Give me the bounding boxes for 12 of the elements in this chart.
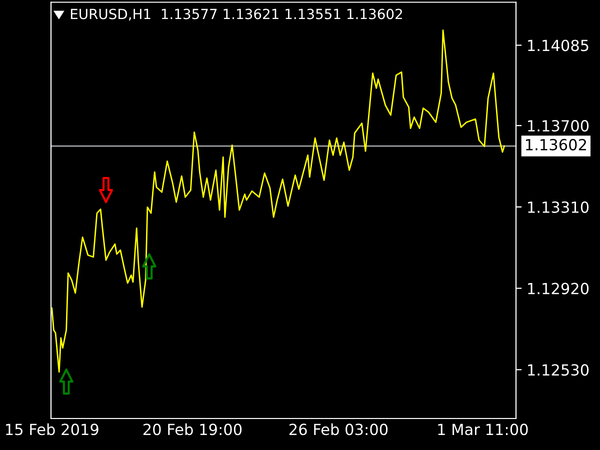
x-tick-label: 26 Feb 03:00: [289, 423, 388, 436]
x-tick-label: 20 Feb 19:00: [143, 423, 242, 436]
y-tick-label: 1.14085: [528, 40, 588, 52]
line-series: [51, 30, 505, 373]
ref-line-label: 1.13602: [526, 138, 586, 150]
chart-title: EURUSD,H1 1.13577 1.13621 1.13551 1.13602: [70, 8, 402, 21]
y-tick-label: 1.12530: [528, 364, 589, 376]
y-tick-label: 1.13700: [528, 120, 589, 132]
x-tick-label: 1 Mar 11:00: [438, 424, 528, 436]
y-tick-label: 1.13310: [528, 201, 589, 213]
x-tick-label: 15 Feb 2019: [6, 423, 98, 436]
y-tick-label: 1.12920: [528, 282, 589, 294]
